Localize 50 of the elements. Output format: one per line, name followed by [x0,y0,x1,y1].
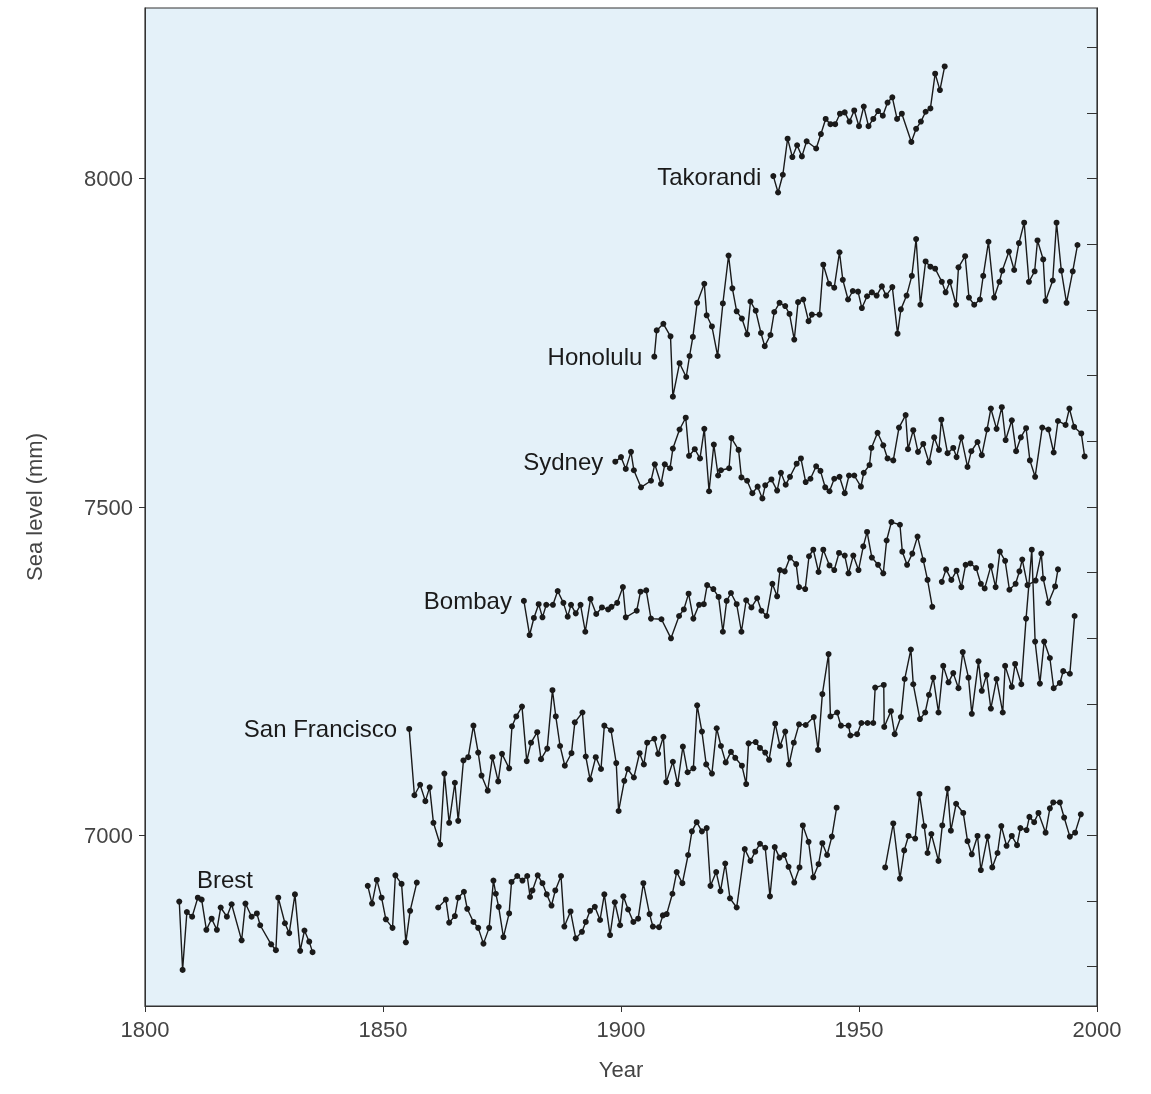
x-tick-label: 1850 [358,1016,408,1042]
series-label: Takorandi [657,162,762,190]
y-tick-label: 7500 [84,494,133,520]
point [932,70,939,77]
point [784,135,791,142]
point [779,171,786,178]
point [884,99,891,106]
point [908,138,915,145]
point [936,87,943,94]
point [836,110,843,117]
point [817,131,824,138]
series-label: Honolulu [547,343,643,371]
point [856,123,862,130]
point [841,109,848,116]
point [927,105,934,112]
point [846,118,853,125]
series-label: Brest [197,865,254,893]
point [879,112,886,119]
series-label: San Francisco [243,715,398,743]
point [941,63,948,70]
point [813,145,820,152]
point [922,108,929,115]
point [875,108,882,115]
point [865,123,872,130]
x-tick-label: 2000 [1072,1016,1122,1042]
point [917,118,924,125]
y-tick-label: 8000 [84,166,133,192]
x-tick-label: 1800 [120,1016,170,1042]
point [789,154,796,161]
x-axis-title: Year [598,1056,644,1082]
point [870,115,877,122]
point [851,107,858,114]
point [822,115,829,122]
point [798,153,805,160]
point [860,103,867,110]
point [775,189,782,196]
point [803,138,810,145]
point [794,142,801,149]
point [898,110,905,117]
point [770,173,777,180]
point [832,121,839,128]
x-tick-label: 1950 [834,1016,884,1042]
y-axis-title: Sea level (mm) [21,433,47,581]
y-tick-label: 7000 [84,822,133,848]
point [913,125,920,132]
series-label: Sydney [523,448,604,476]
x-tick-label: 1900 [596,1016,646,1042]
point [894,115,901,122]
point [889,94,896,101]
series-label: Bombay [423,587,512,615]
